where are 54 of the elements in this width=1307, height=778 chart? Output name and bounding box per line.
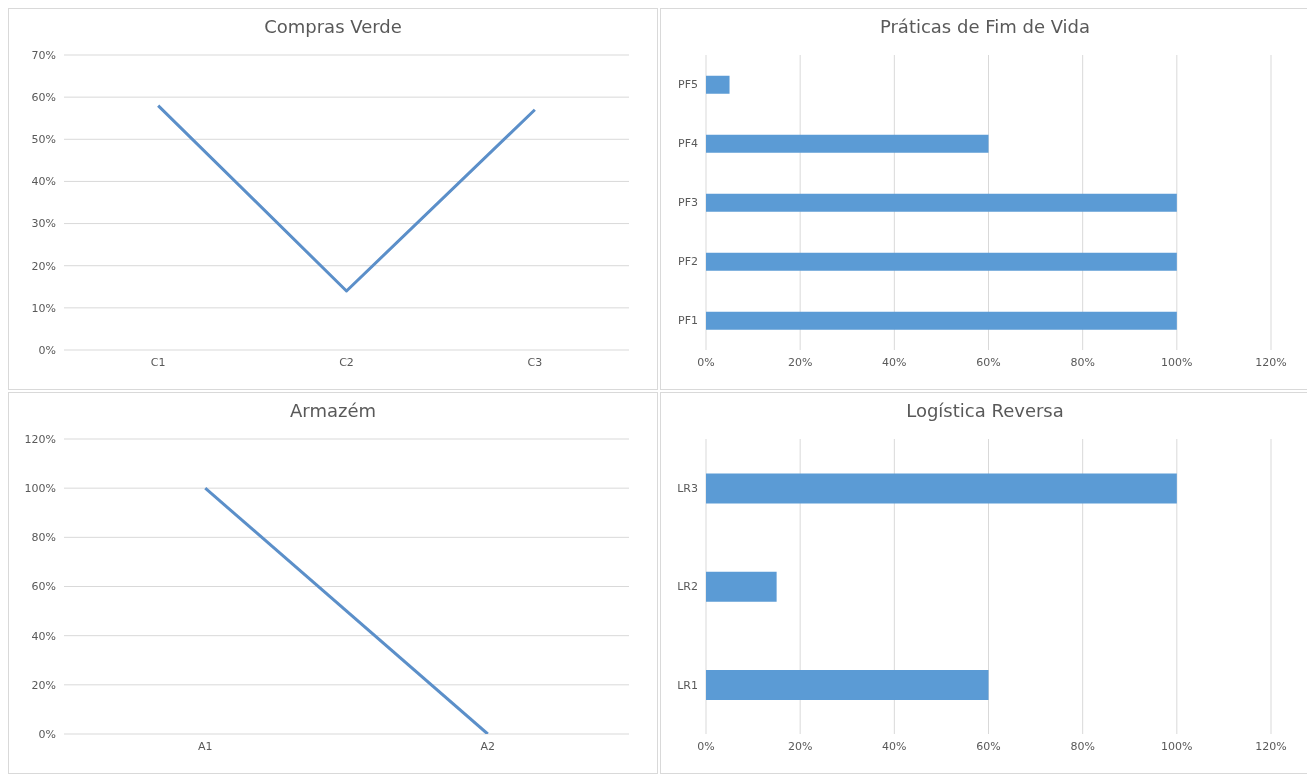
bar [706,473,1177,504]
y-tick-label: PF2 [678,255,698,269]
y-tick-label: LR1 [677,678,698,692]
y-tick-label: 80% [31,531,56,545]
x-tick-label: A2 [480,739,496,753]
y-tick-label: 100% [24,482,56,496]
chart-title: Logística Reversa [905,399,1065,423]
y-tick-label: 120% [24,432,56,446]
bar [706,75,730,94]
y-tick-label: PF3 [678,196,698,210]
x-tick-label: 40% [882,355,907,369]
y-tick-label: PF1 [678,314,698,328]
x-tick-label: 120% [1255,355,1287,369]
y-tick-label: PF4 [678,137,698,151]
x-tick-label: A1 [197,739,213,753]
y-tick-label: 40% [31,175,56,189]
x-tick-label: 100% [1161,355,1193,369]
x-tick-label: 60% [976,739,1001,753]
y-tick-label: 0% [38,343,56,357]
bar [706,193,1177,212]
y-tick-label: 60% [31,580,56,594]
chart-title: Práticas de Fim de Vida [878,15,1092,39]
bar [706,571,777,602]
x-tick-label: 20% [787,739,813,753]
y-tick-label: 20% [31,678,56,692]
x-tick-label: 20% [787,355,813,369]
y-tick-label: 40% [31,629,56,643]
bar [706,134,989,153]
x-tick-label: 80% [1070,739,1095,753]
x-tick-label: 60% [976,355,1001,369]
bar [706,670,989,701]
bar [706,311,1177,330]
y-tick-label: 20% [31,259,56,273]
x-tick-label: C3 [527,355,543,369]
y-tick-label: LR3 [677,482,698,496]
y-tick-label: 60% [31,91,56,105]
x-tick-label: 80% [1070,355,1095,369]
y-tick-label: LR2 [677,580,698,594]
bar [706,252,1177,271]
chart-title: Armazém [289,399,377,423]
x-tick-label: C2 [339,355,354,369]
y-tick-label: 0% [38,727,56,741]
y-tick-label: 50% [31,133,56,147]
x-tick-label: 100% [1161,739,1193,753]
y-tick-label: 30% [31,217,56,231]
x-tick-label: 120% [1255,739,1287,753]
chart-title: Compras Verde [263,15,403,39]
x-tick-label: 40% [882,739,907,753]
x-tick-label: C1 [150,355,166,369]
y-tick-label: 70% [31,48,56,62]
x-tick-label: 0% [697,355,715,369]
y-tick-label: PF5 [678,78,698,92]
y-tick-label: 10% [31,301,56,315]
x-tick-label: 0% [697,739,715,753]
